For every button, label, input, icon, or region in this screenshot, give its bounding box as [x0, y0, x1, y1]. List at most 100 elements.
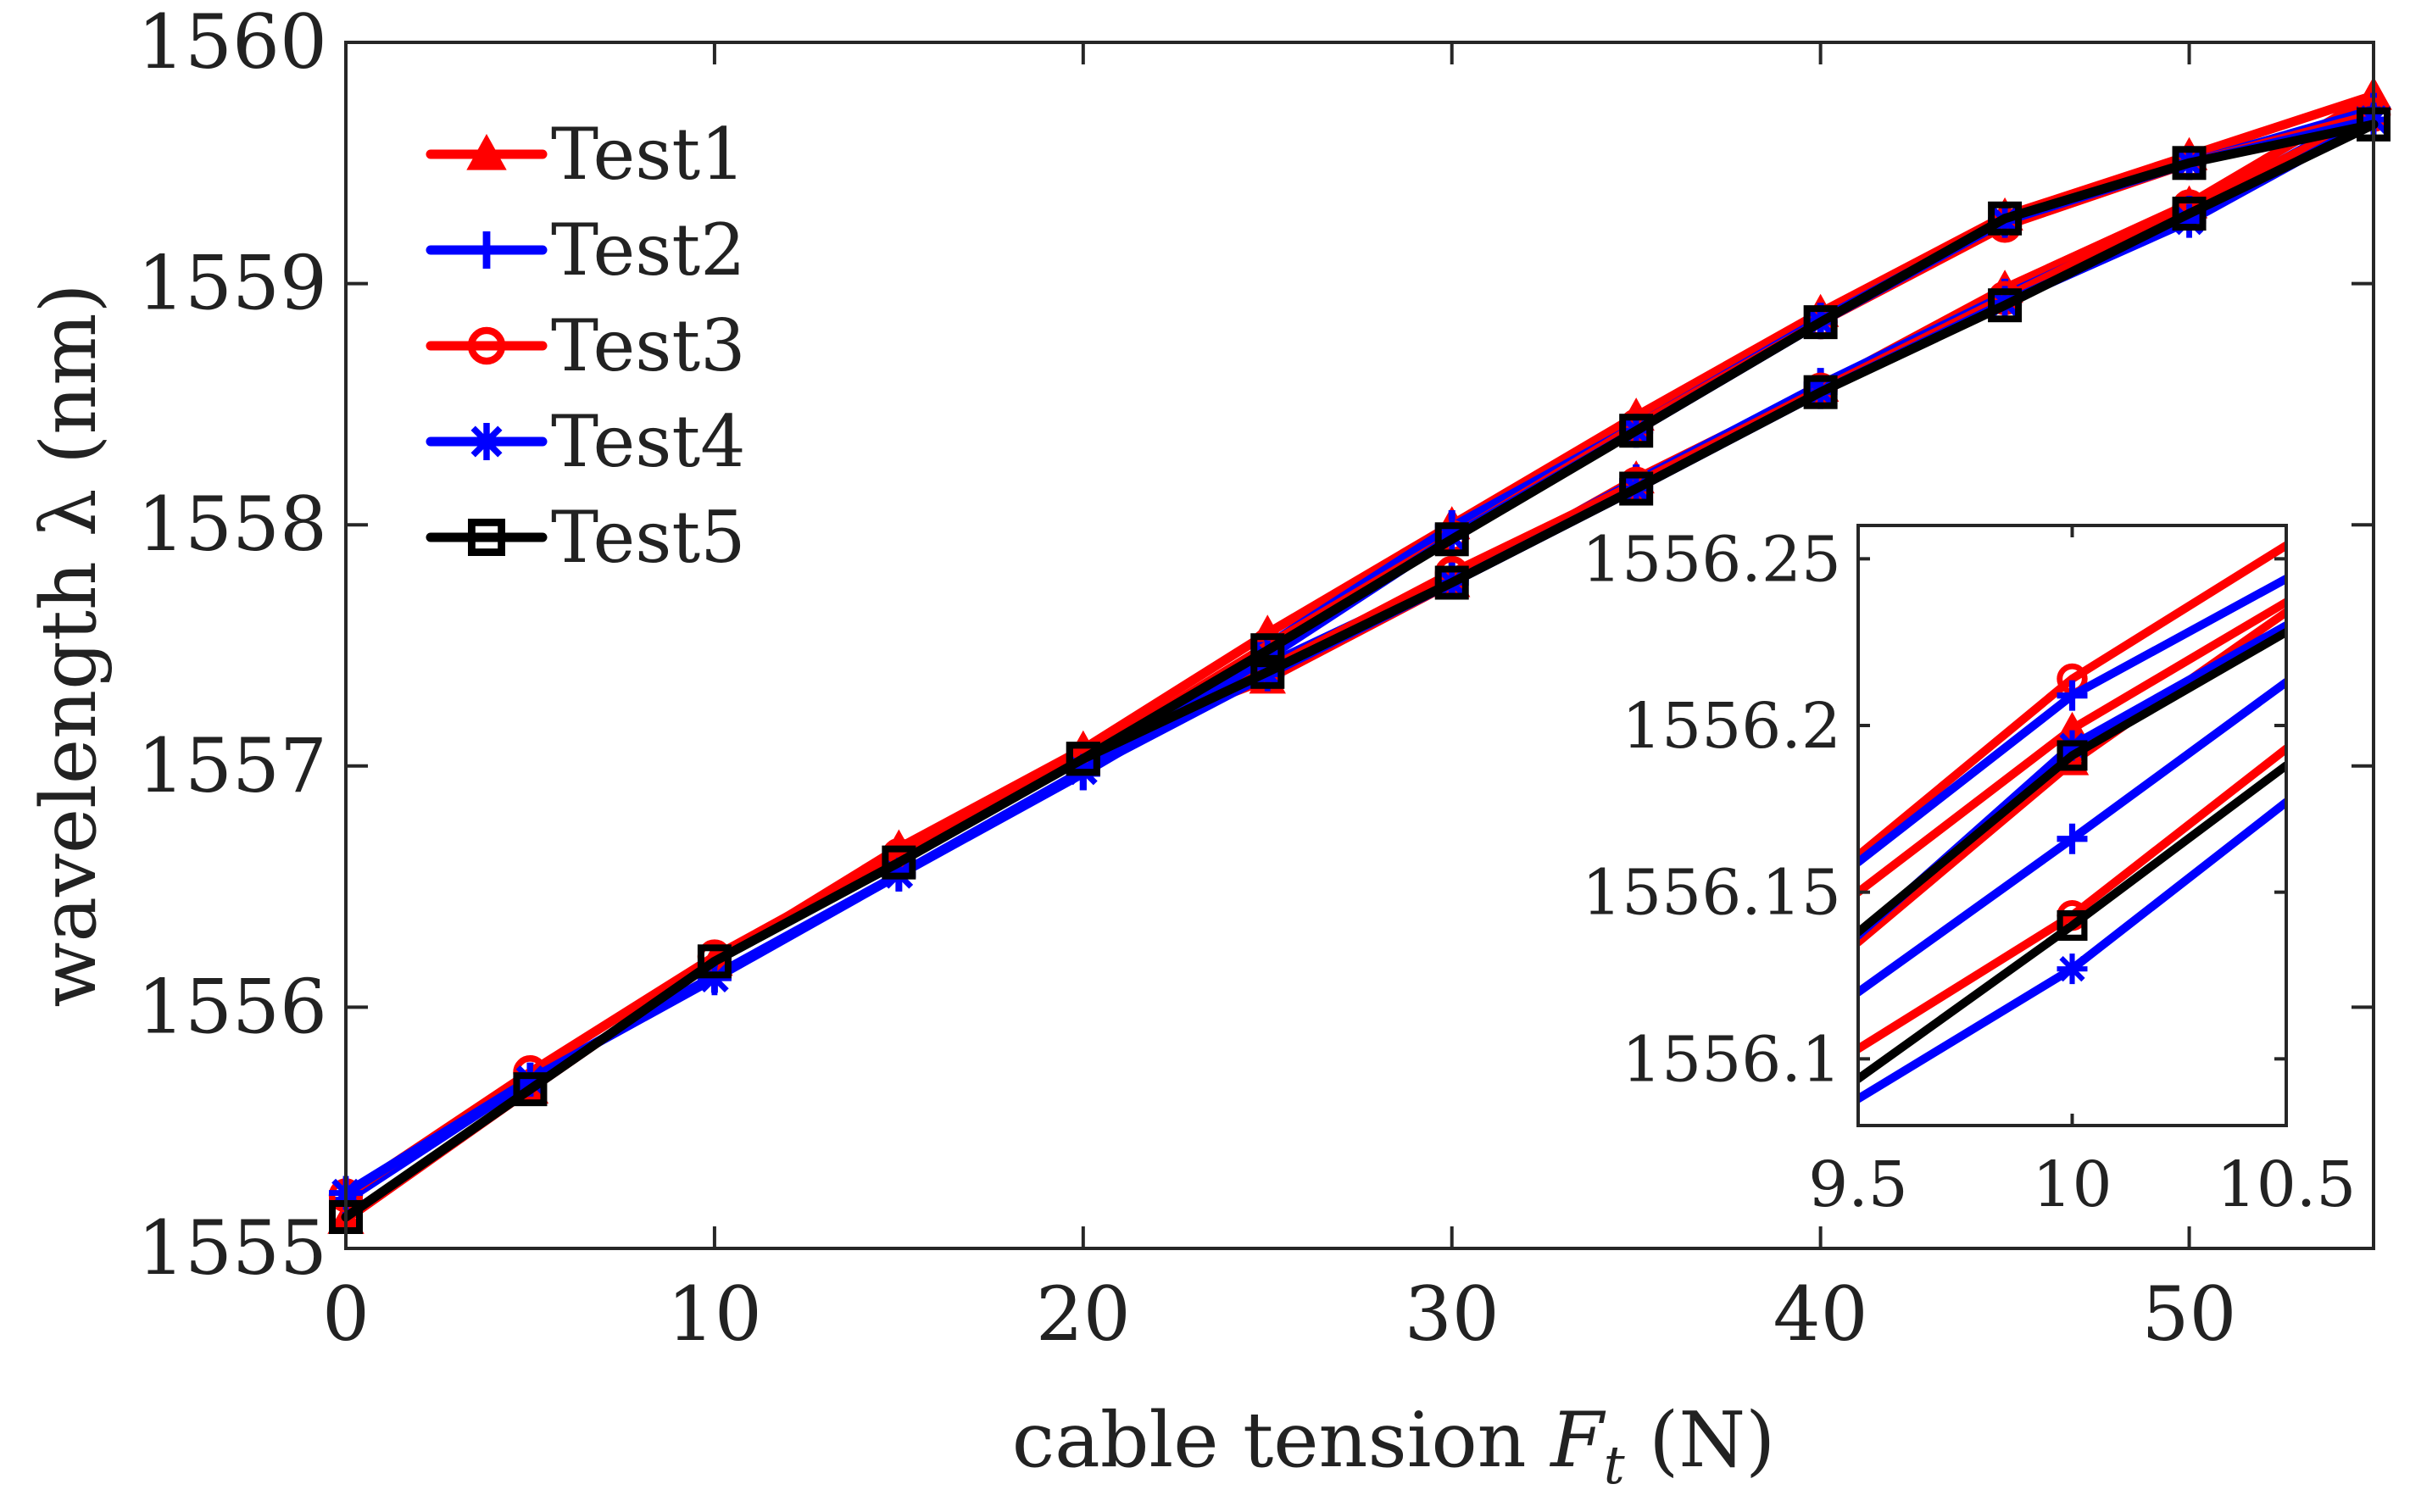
- data-point-test5-unloading-2-shape: [1988, 288, 2023, 323]
- data-point-test5-unloading-2: [1988, 288, 2023, 323]
- legend: Test1 Test2 Test3 Test4 Test5: [426, 113, 746, 579]
- x-tick-label: 10: [667, 1270, 762, 1358]
- legend-entry-test3: Test3: [426, 304, 746, 387]
- legend-marker: [467, 326, 506, 365]
- x-axis-title-prefix: cable tension: [1012, 1396, 1550, 1485]
- x-tick-label: 50: [2142, 1270, 2237, 1358]
- data-point-test5-loading-3-shape: [882, 845, 916, 880]
- legend-marker-shape: [468, 519, 506, 557]
- data-point-test5-unloading-5: [1434, 565, 1469, 600]
- inset-y-tick-label: 1556.25: [1582, 523, 1841, 596]
- inset-y-tick-label: 1556.15: [1582, 857, 1841, 930]
- inset-series-group: [1858, 541, 2286, 1103]
- legend-marker: [468, 423, 505, 460]
- inset-x-tick-label: 10.5: [2217, 1148, 2357, 1221]
- data-point-test5-loading-9: [1988, 201, 2023, 236]
- data-point-test5-unloading-5-shape: [1434, 565, 1469, 600]
- data-point-test5-loading-6: [1434, 522, 1469, 557]
- data-point-test4-unloading-1-shape: [2172, 203, 2207, 238]
- x-axis-title-suffix: (N): [1625, 1396, 1776, 1485]
- data-point-test5-loading-5: [1250, 633, 1285, 668]
- y-axis-title: wavelength λ (nm): [25, 283, 114, 1007]
- inset-series-line: [1858, 761, 2286, 1083]
- y-tick-label: 1557: [137, 722, 327, 809]
- data-point-test5-loading-1-shape: [513, 1072, 548, 1107]
- main-axes-box: [344, 41, 2375, 1250]
- data-point-test5-unloading-4: [1619, 471, 1654, 506]
- inset-data-point: [2057, 909, 2088, 941]
- series-line-test5-unloading: [1078, 120, 2379, 764]
- legend-label: Test3: [551, 304, 746, 387]
- data-point-test5-unloading-1: [2172, 197, 2207, 231]
- inset-data-point: [2057, 823, 2088, 854]
- x-axis-title: cable tension Ft (N): [1012, 1396, 1775, 1496]
- data-point-test5-loading-9-shape: [1988, 201, 2023, 236]
- inset-series-test4-b: [1858, 798, 2286, 1103]
- y-tick-label: 1556: [137, 963, 327, 1050]
- inset-series-test2-b: [1858, 677, 2286, 997]
- data-point-test5-loading-3: [882, 845, 916, 880]
- data-point-test5-unloading-6-shape: [1250, 654, 1285, 689]
- inset-plot: 9.5 10 10.5 1556.1 1556.15 1556.2 1556.25: [1582, 523, 2356, 1221]
- data-point-test4-unloading-1: [2172, 203, 2207, 238]
- data-point-test5-loading-8: [1803, 305, 1838, 340]
- inset-data-point-shape: [2057, 740, 2088, 771]
- data-point-test5-loading-1: [513, 1072, 548, 1107]
- series-test5: [329, 107, 2391, 1235]
- inset-data-point: [2057, 680, 2088, 711]
- inset-data-point: [2057, 740, 2088, 771]
- legend-entry-test2: Test2: [426, 208, 746, 292]
- data-point-test5-loading-5-shape: [1250, 633, 1285, 668]
- y-tick-label: 1560: [137, 0, 327, 86]
- legend-entry-test5: Test5: [426, 496, 746, 579]
- y-tick-label: 1555: [137, 1204, 327, 1292]
- x-axis-title-subscript: t: [1604, 1434, 1625, 1496]
- data-point-test5-loading-7: [1619, 414, 1654, 448]
- y-tick-label: 1559: [137, 240, 327, 327]
- data-point-test5-unloading-1-shape: [2172, 197, 2207, 231]
- main-series-group: [327, 76, 2392, 1235]
- legend-marker-shape: [466, 133, 507, 170]
- x-tick-label: 30: [1405, 1270, 1500, 1358]
- inset-series-test5-a: [1858, 627, 2286, 937]
- data-point-test5-unloading-7: [1066, 742, 1100, 776]
- data-point-test5-loading-10-shape: [2172, 146, 2207, 181]
- inset-x-tick-label: 9.5: [1808, 1148, 1908, 1221]
- data-point-test4-loading-1: [513, 1062, 548, 1097]
- x-tick-label: 40: [1773, 1270, 1868, 1358]
- inset-x-tick-label: 10: [2032, 1148, 2112, 1221]
- inset-y-tick-label: 1556.1: [1622, 1023, 1841, 1096]
- inset-data-point-shape: [2057, 909, 2088, 941]
- x-tick-label: 20: [1036, 1270, 1131, 1358]
- inset-data-point-shape: [2057, 953, 2088, 985]
- data-point-test4-loading-1-shape: [513, 1062, 548, 1097]
- legend-label: Test5: [551, 496, 746, 579]
- data-point-test5-loading-2-shape: [697, 944, 732, 979]
- inset-data-point: [2057, 953, 2088, 985]
- inset-series-line: [1858, 627, 2286, 937]
- data-point-test5-loading-6-shape: [1434, 522, 1469, 557]
- legend-marker: [466, 133, 507, 170]
- inset-data-point-shape: [2057, 823, 2088, 854]
- inset-y-tick-label: 1556.2: [1622, 690, 1841, 763]
- legend-marker-shape: [468, 423, 505, 460]
- inset-series-test2-a: [1858, 574, 2286, 867]
- x-tick-label: 0: [322, 1270, 370, 1358]
- data-point-test5-loading-8-shape: [1803, 305, 1838, 340]
- x-axis-title-variable: F: [1549, 1396, 1606, 1485]
- legend-marker: [468, 519, 506, 557]
- legend-label: Test2: [551, 208, 746, 292]
- data-point-test5-unloading-3: [1803, 375, 1838, 409]
- inset-data-point-shape: [2057, 680, 2088, 711]
- data-point-test5-loading-2: [697, 944, 732, 979]
- inset-series-test5-b: [1858, 761, 2286, 1083]
- legend-label: Test4: [551, 400, 746, 483]
- legend-marker-shape: [467, 326, 506, 365]
- data-point-test5-unloading-6: [1250, 654, 1285, 689]
- legend-entry-test1: Test1: [426, 113, 746, 196]
- data-point-test5-loading-7-shape: [1619, 414, 1654, 448]
- series-line-test5-loading: [341, 120, 2379, 1222]
- data-point-test5-loading-10: [2172, 146, 2207, 181]
- data-point-test5-unloading-4-shape: [1619, 471, 1654, 506]
